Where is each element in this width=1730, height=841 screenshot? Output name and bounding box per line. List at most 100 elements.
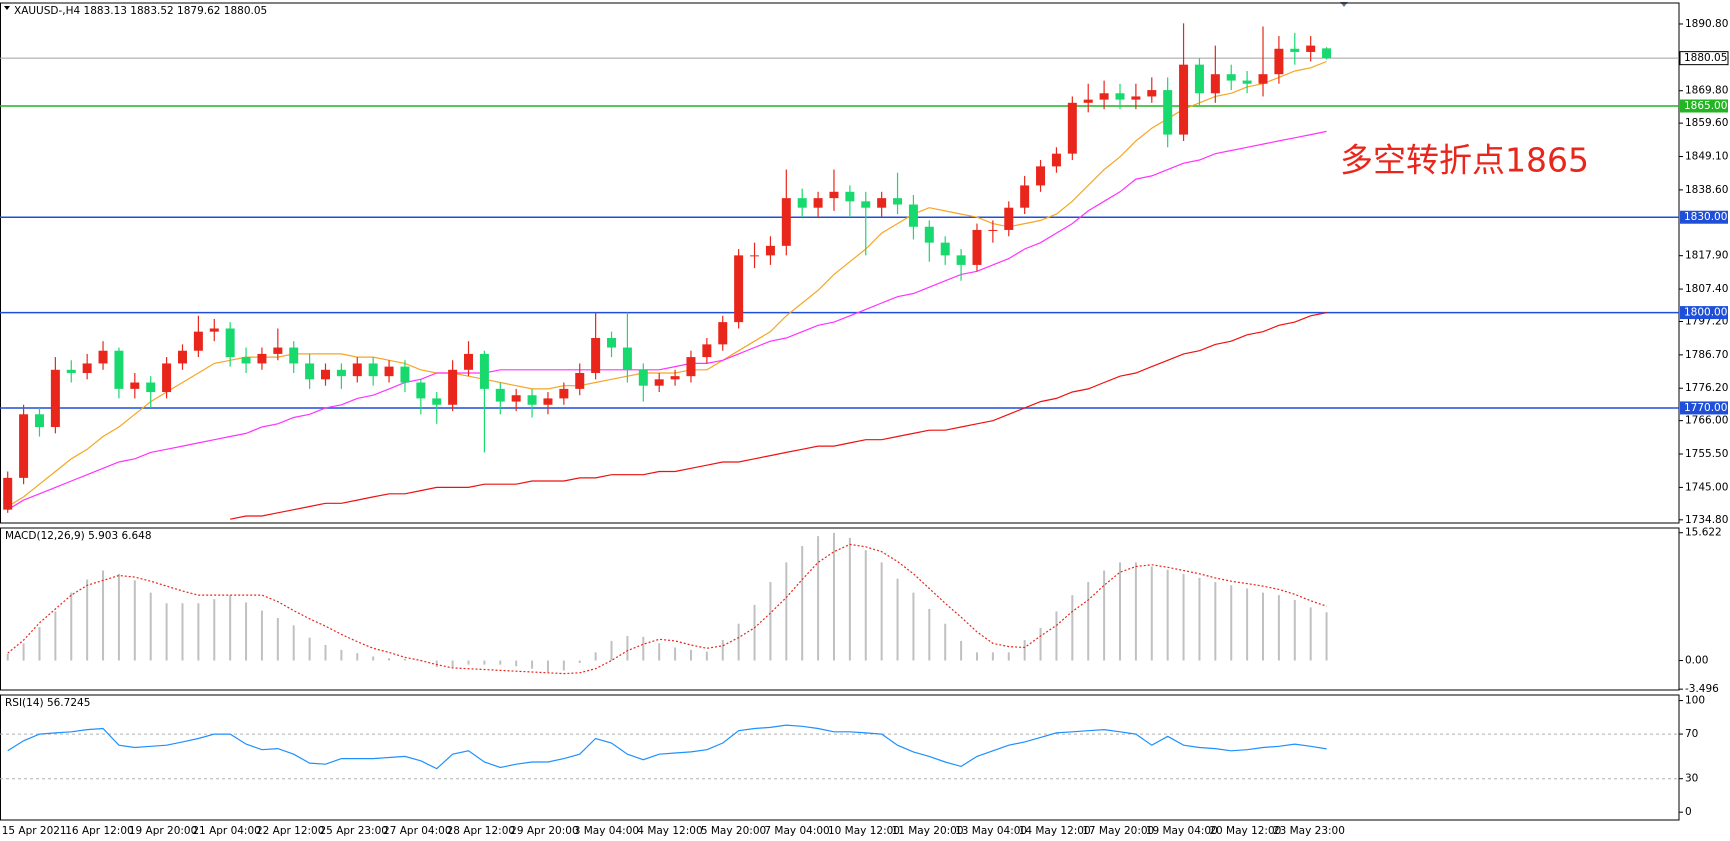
x-tick-label: 10 May 12:00 — [828, 825, 900, 837]
level-label-box — [1680, 99, 1728, 113]
x-tick-label: 29 Apr 20:00 — [510, 825, 578, 837]
symbol-menu-arrow[interactable] — [4, 6, 10, 10]
level-label: 1830.00 — [1684, 211, 1727, 223]
candle-body — [209, 328, 219, 332]
candle-body — [416, 382, 426, 399]
candle-body — [1194, 64, 1204, 94]
candle-body — [750, 255, 760, 257]
panel-frame — [0, 694, 1680, 821]
candle-body — [1242, 80, 1252, 84]
candle-body — [861, 201, 871, 208]
y-tick-label: 100 — [1685, 695, 1705, 707]
candle-body — [289, 347, 299, 364]
candle-body — [686, 357, 696, 377]
candle-body — [654, 379, 664, 386]
candle-body — [479, 353, 489, 389]
candle-body — [1004, 207, 1014, 230]
candle-body — [813, 198, 823, 208]
candle-body — [1067, 102, 1077, 154]
candle-body — [575, 372, 585, 389]
x-tick-label: 15 Apr 2021 — [2, 825, 67, 837]
panel-frame — [0, 527, 1680, 691]
y-tick-label: 1786.70 — [1685, 349, 1728, 361]
candle-body — [448, 369, 458, 405]
candle-body — [82, 363, 92, 373]
candle-body — [225, 328, 235, 358]
candle-body — [162, 363, 172, 393]
y-tick-label: 0 — [1685, 806, 1692, 818]
candle-body — [1147, 90, 1157, 97]
candle-body — [988, 229, 998, 231]
y-tick-label: 1859.60 — [1685, 117, 1728, 129]
x-tick-label: 17 May 20:00 — [1082, 825, 1154, 837]
x-tick-label: 5 May 20:00 — [701, 825, 766, 837]
y-tick-label: 1817.90 — [1685, 250, 1728, 262]
y-tick-label: -3.496 — [1685, 683, 1719, 695]
candle-body — [1322, 48, 1332, 59]
y-tick-label: 1807.40 — [1685, 283, 1728, 295]
x-tick-label: 16 Apr 12:00 — [65, 825, 133, 837]
candle-body — [257, 353, 267, 364]
moving-average — [230, 312, 1327, 520]
candle-body — [702, 344, 712, 358]
x-tick-label: 25 Apr 23:00 — [320, 825, 388, 837]
y-tick-label: 1766.00 — [1685, 415, 1728, 427]
candle-body — [273, 347, 283, 354]
level-label-box — [1680, 401, 1728, 415]
current-price-box — [1679, 51, 1729, 66]
x-tick-label: 13 May 04:00 — [955, 825, 1027, 837]
candle-body — [670, 376, 680, 380]
y-tick-label: 15.622 — [1685, 527, 1722, 539]
indicator-line — [7, 543, 1327, 675]
candle-body — [1210, 74, 1220, 94]
candle-body — [765, 245, 775, 256]
candle-body — [940, 242, 950, 256]
candle-body — [177, 350, 187, 364]
annotation: 多空转折点1865 — [1340, 141, 1589, 180]
candle-body — [972, 229, 982, 265]
candle-body — [241, 357, 251, 364]
candle-body — [34, 414, 44, 428]
candle-body — [464, 353, 474, 370]
candle-body — [3, 477, 13, 510]
candle-body — [305, 363, 315, 380]
candle-body — [1020, 185, 1030, 208]
level-label: 1800.00 — [1684, 307, 1727, 319]
candle-body — [50, 369, 60, 428]
x-tick-label: 7 May 04:00 — [764, 825, 829, 837]
x-tick-label: 3 May 04:00 — [574, 825, 639, 837]
candle-body — [336, 369, 346, 377]
candle-body — [432, 398, 442, 405]
candle-body — [66, 369, 76, 373]
candle-body — [193, 331, 203, 351]
candle-body — [1115, 93, 1125, 100]
level-label: 1770.00 — [1684, 402, 1727, 414]
candle-body — [352, 363, 362, 377]
candle-body — [893, 198, 903, 205]
candle-body — [829, 191, 839, 199]
indicator-line — [7, 724, 1327, 770]
candle-body — [368, 363, 378, 377]
candle-body — [877, 198, 887, 208]
candle-body — [130, 382, 140, 389]
y-tick-label: 1776.20 — [1685, 382, 1728, 394]
candle-body — [1036, 166, 1046, 186]
y-tick-label: 0.00 — [1685, 655, 1708, 667]
candle-body — [734, 255, 744, 323]
candle-body — [1099, 93, 1109, 100]
candle-body — [559, 388, 569, 399]
candle-body — [98, 350, 108, 364]
candle-body — [591, 338, 601, 373]
x-tick-label: 4 May 12:00 — [637, 825, 702, 837]
candle-body — [1258, 74, 1268, 84]
y-tick-label: 70 — [1685, 728, 1698, 740]
level-label-box — [1680, 210, 1728, 224]
candle-body — [781, 198, 791, 246]
candle-body — [321, 369, 330, 380]
candle-body — [146, 382, 156, 393]
current-price-label: 1880.05 — [1684, 52, 1727, 64]
candle-body — [1051, 153, 1061, 167]
candle-body — [400, 366, 410, 383]
x-tick-label: 11 May 20:00 — [892, 825, 964, 837]
